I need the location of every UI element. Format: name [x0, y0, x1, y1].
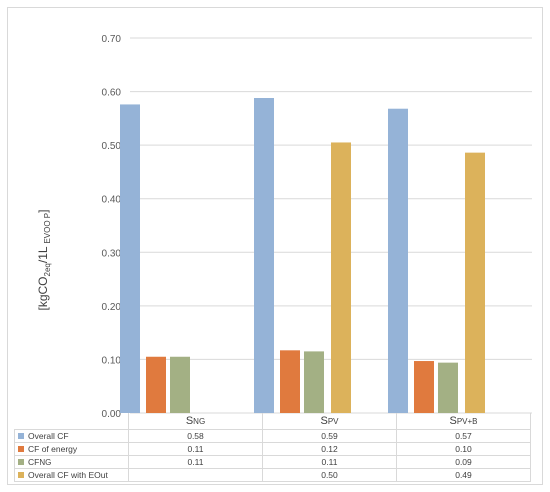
- legend-overall-cf: Overall CF: [14, 428, 129, 443]
- bar: [304, 351, 324, 413]
- bar: [146, 356, 166, 413]
- bar: [414, 361, 434, 413]
- y-tick-label: 0.40: [102, 195, 122, 206]
- y-tick-label: 0.30: [102, 248, 122, 259]
- table-cell: 0.09: [396, 454, 531, 469]
- data-table: SNG SPV SPV+B Overall CF 0.58 0.59 0.57 …: [14, 413, 531, 482]
- table-row-cf-energy: CF of energy 0.11 0.12 0.10: [14, 441, 531, 456]
- table-cell: 0.57: [396, 428, 531, 443]
- table-row-cf-eout: Overall CF with EOut 0.50 0.49: [14, 467, 531, 482]
- table-row-cfng: CFNG 0.11 0.11 0.09: [14, 454, 531, 469]
- bar: [280, 350, 300, 413]
- legend-cfng: CFNG: [14, 454, 129, 469]
- chart-frame: [7, 7, 543, 485]
- bar: [331, 142, 351, 413]
- table-cell: 0.59: [262, 428, 397, 443]
- bar: [254, 98, 274, 413]
- table-cell: 0.50: [262, 467, 397, 482]
- data-table-header: SNG SPV SPV+B: [14, 413, 531, 430]
- y-tick-label: 0.60: [102, 88, 122, 99]
- legend-swatch: [18, 433, 24, 440]
- table-cell: 0.49: [396, 467, 531, 482]
- bar: [120, 104, 140, 413]
- category-header-spvb: SPV+B: [396, 413, 531, 430]
- table-cell: [128, 467, 263, 482]
- legend-cf-eout: Overall CF with EOut: [14, 467, 129, 482]
- y-tick-label: 0.70: [102, 34, 122, 45]
- y-tick-label: 0.20: [102, 302, 122, 313]
- legend-cf-energy: CF of energy: [14, 441, 129, 456]
- y-tick-label: 0.10: [102, 355, 122, 366]
- table-cell: 0.11: [128, 441, 263, 456]
- table-cell: 0.58: [128, 428, 263, 443]
- table-cell: 0.12: [262, 441, 397, 456]
- table-row-overall-cf: Overall CF 0.58 0.59 0.57: [14, 428, 531, 443]
- bar: [388, 108, 408, 413]
- table-cell: 0.11: [128, 454, 263, 469]
- table-cell: 0.10: [396, 441, 531, 456]
- legend-swatch: [18, 472, 24, 479]
- y-axis-label-container: [kgCO2eq/1L EVOO P]: [14, 160, 74, 360]
- data-table-corner: [14, 413, 129, 430]
- y-axis-label: [kgCO2eq/1L EVOO P]: [35, 209, 53, 311]
- bar: [465, 152, 485, 413]
- category-header-sng: SNG: [128, 413, 263, 430]
- bar: [170, 356, 190, 413]
- legend-swatch: [18, 459, 24, 466]
- table-cell: 0.11: [262, 454, 397, 469]
- bar: [438, 362, 458, 413]
- category-header-spv: SPV: [262, 413, 397, 430]
- legend-swatch: [18, 446, 24, 453]
- y-tick-label: 0.50: [102, 141, 122, 152]
